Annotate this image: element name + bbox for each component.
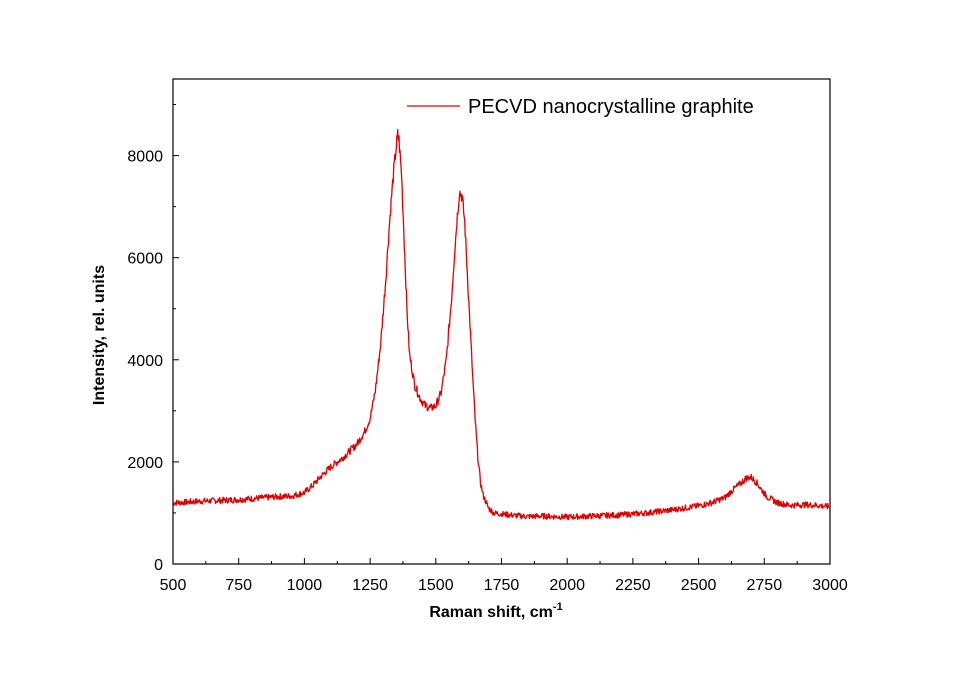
x-tick-label: 1000 <box>287 577 323 594</box>
x-tick-label: 1250 <box>352 577 388 594</box>
x-tick-label: 2000 <box>549 577 585 594</box>
x-tick-label: 1500 <box>418 577 454 594</box>
y-axis-title: Intensity, rel. units <box>91 265 108 405</box>
x-axis-title: Raman shift, cm-1 <box>429 601 562 621</box>
series-line-pecvd <box>172 128 831 521</box>
legend: PECVD nanocrystalline graphite <box>407 96 754 118</box>
x-tick-label: 1750 <box>484 577 520 594</box>
y-tick-label: 8000 <box>127 149 163 166</box>
x-axis-ticks: 500 750 1000 1250 1500 1750 2000 2250 2500 2750 30… <box>160 558 848 594</box>
x-tick-label: 750 <box>225 577 252 594</box>
x-tick-label: 2500 <box>681 577 717 594</box>
x-tick-label: 2250 <box>615 577 651 594</box>
x-axis-title-superscript: -1 <box>553 601 563 613</box>
y-tick-label: 6000 <box>127 251 163 268</box>
y-axis-ticks: 0 2000 4000 6000 8000 <box>127 104 179 574</box>
x-tick-label: 2750 <box>747 577 783 594</box>
y-tick-label: 0 <box>154 557 163 574</box>
x-axis-title-text: Raman shift, cm <box>429 604 553 621</box>
y-tick-label: 4000 <box>127 353 163 370</box>
legend-label: PECVD nanocrystalline graphite <box>468 96 754 118</box>
y-tick-label: 2000 <box>127 455 163 472</box>
x-tick-label: 500 <box>160 577 187 594</box>
x-tick-label: 3000 <box>812 577 848 594</box>
